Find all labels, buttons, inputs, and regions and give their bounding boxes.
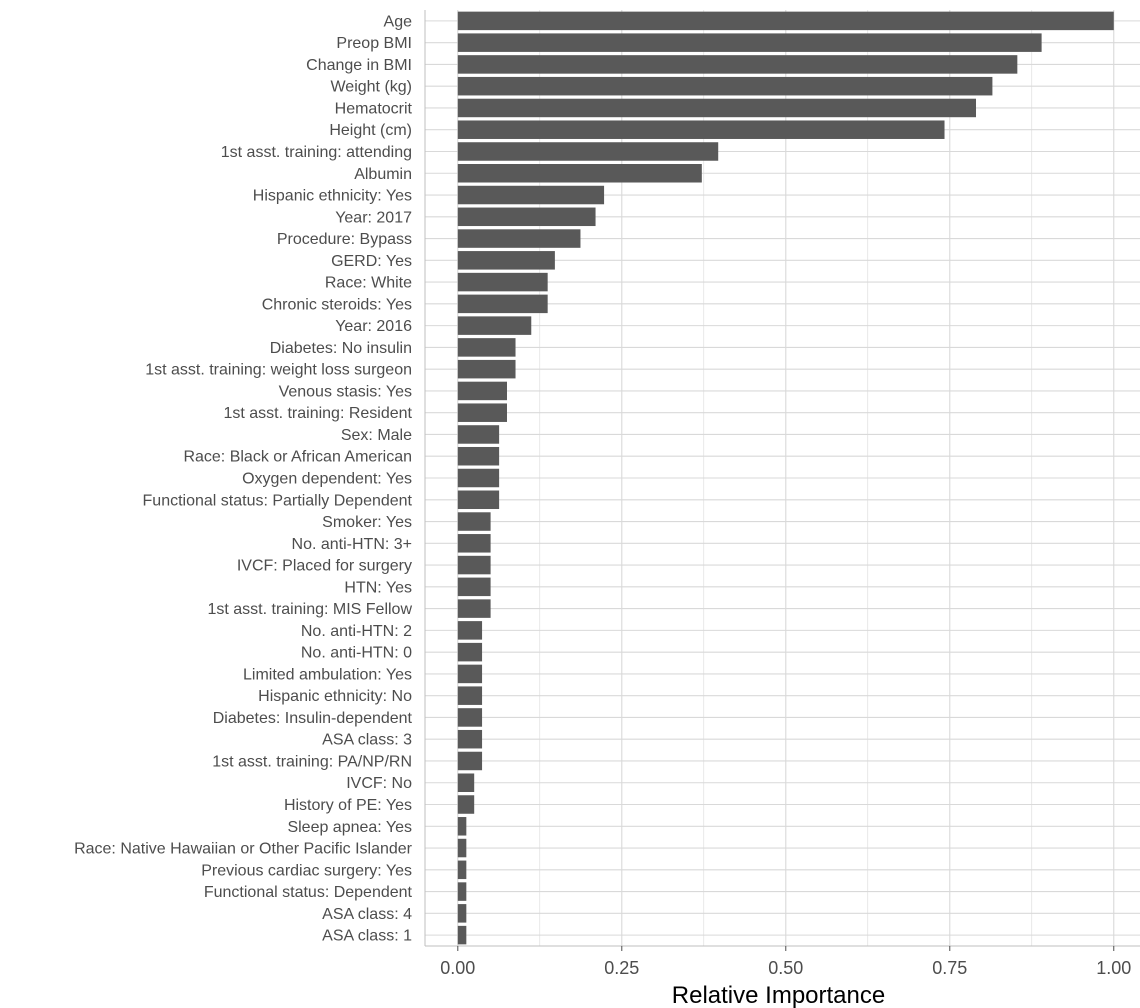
y-tick-label: Venous stasis: Yes <box>279 383 412 400</box>
y-tick-label: ASA class: 4 <box>322 906 412 923</box>
y-tick-label: 1st asst. training: MIS Fellow <box>207 601 412 618</box>
bar <box>457 76 993 96</box>
y-tick-label: Weight (kg) <box>330 79 412 96</box>
bar <box>457 490 500 510</box>
y-tick-label: History of PE: Yes <box>284 797 412 814</box>
y-tick-label: No. anti-HTN: 3+ <box>292 536 412 553</box>
y-tick-label: Change in BMI <box>306 57 412 74</box>
x-axis: 0.00 0.25 0.50 0.75 1.00 <box>424 10 1140 978</box>
x-axis-title: Relative Importance <box>672 982 885 1008</box>
y-tick-label: IVCF: Placed for surgery <box>237 558 412 575</box>
y-tick-label: Smoker: Yes <box>322 514 412 531</box>
y-tick-label: Diabetes: No insulin <box>270 340 412 357</box>
y-tick-label: Hematocrit <box>335 100 413 117</box>
bar <box>457 98 977 118</box>
bar <box>457 11 1114 31</box>
bar <box>457 338 516 357</box>
bar <box>457 795 475 814</box>
bar <box>457 55 1018 74</box>
y-tick-label: Oxygen dependent: Yes <box>242 471 412 488</box>
bar <box>457 838 467 858</box>
y-tick-label: 1st asst. training: weight loss surgeon <box>145 362 412 379</box>
bar <box>457 33 1042 52</box>
y-tick-label: Race: Black or African American <box>183 449 412 466</box>
y-tick-label: Functional status: Partially Dependent <box>143 492 413 509</box>
bar <box>457 512 491 531</box>
y-tick-label: No. anti-HTN: 2 <box>301 623 412 640</box>
bar <box>457 817 467 836</box>
bar <box>457 164 702 183</box>
y-tick-label: Sex: Male <box>341 427 412 444</box>
bar <box>457 403 507 422</box>
bar <box>457 294 548 314</box>
bar <box>457 555 491 575</box>
y-tick-label: Age <box>384 13 413 30</box>
bar <box>457 251 555 270</box>
y-tick-label: Preop BMI <box>336 35 412 52</box>
bar <box>457 229 581 248</box>
bar <box>457 729 483 749</box>
y-tick-label: 1st asst. training: Resident <box>223 405 412 422</box>
y-tick-label: Previous cardiac surgery: Yes <box>201 862 412 879</box>
y-tick-label: Year: 2017 <box>335 209 412 226</box>
x-tick-label: 0.25 <box>604 958 639 978</box>
bar <box>457 272 548 292</box>
y-tick-label: Limited ambulation: Yes <box>243 666 412 683</box>
bar <box>457 120 945 139</box>
y-tick-label: Diabetes: Insulin-dependent <box>213 710 413 727</box>
bar <box>457 381 507 401</box>
y-tick-label: Race: Native Hawaiian or Other Pacific I… <box>74 841 413 858</box>
x-tick-label: 0.50 <box>768 958 803 978</box>
bar <box>457 359 516 379</box>
y-tick-label: Hispanic ethnicity: Yes <box>253 188 412 205</box>
y-axis-labels: Age Preop BMI Change in BMI Weight (kg) Hema… <box>74 13 413 944</box>
bar <box>457 664 483 684</box>
x-tick-label: 1.00 <box>1096 958 1131 978</box>
y-tick-label: Height (cm) <box>329 122 412 139</box>
bar <box>457 773 475 792</box>
y-tick-label: ASA class: 3 <box>322 732 412 749</box>
y-tick-label: Functional status: Dependent <box>204 884 413 901</box>
bar <box>457 751 483 771</box>
bar <box>457 925 467 945</box>
bar <box>457 207 596 227</box>
bar <box>457 142 719 161</box>
y-tick-label: 1st asst. training: PA/NP/RN <box>212 753 412 770</box>
bar <box>457 882 467 901</box>
y-tick-label: HTN: Yes <box>344 579 412 596</box>
bar <box>457 642 483 662</box>
x-tick-label: 0.00 <box>440 958 475 978</box>
bar <box>457 904 467 923</box>
bar <box>457 185 605 205</box>
bar <box>457 316 532 335</box>
bar <box>457 686 483 705</box>
bars <box>457 11 1114 945</box>
bar <box>457 708 483 727</box>
y-tick-label: 1st asst. training: attending <box>221 144 412 161</box>
bar <box>457 621 483 640</box>
y-tick-label: No. anti-HTN: 0 <box>301 645 412 662</box>
y-tick-label: ASA class: 1 <box>322 928 412 945</box>
y-tick-label: Year: 2016 <box>335 318 412 335</box>
y-tick-label: Procedure: Bypass <box>277 231 412 248</box>
y-tick-label: Race: White <box>325 275 412 292</box>
y-tick-label: Albumin <box>354 166 412 183</box>
bar <box>457 446 500 466</box>
y-tick-label: Chronic steroids: Yes <box>262 296 412 313</box>
y-tick-label: Hispanic ethnicity: No <box>258 688 412 705</box>
y-tick-label: Sleep apnea: Yes <box>287 819 412 836</box>
bar <box>457 468 500 488</box>
y-tick-label: IVCF: No <box>346 775 412 792</box>
bar <box>457 534 491 553</box>
bar <box>457 577 491 597</box>
x-tick-label: 0.75 <box>932 958 967 978</box>
y-tick-label: GERD: Yes <box>331 253 412 270</box>
bar <box>457 599 491 618</box>
bar <box>457 425 500 444</box>
bar <box>457 860 467 880</box>
